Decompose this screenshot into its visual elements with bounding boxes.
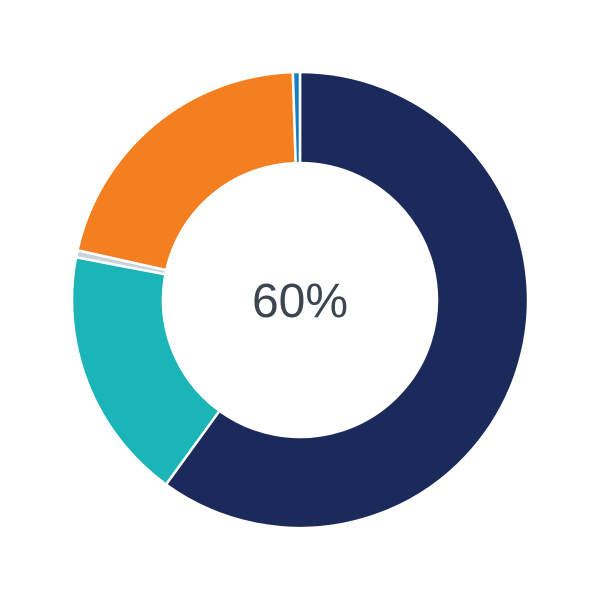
donut-slice-3 [75, 70, 297, 272]
center-label: 60% [252, 275, 348, 328]
donut-slice-0 [164, 70, 530, 530]
donut-slice-1 [70, 255, 222, 487]
donut-slice-4 [291, 70, 302, 165]
